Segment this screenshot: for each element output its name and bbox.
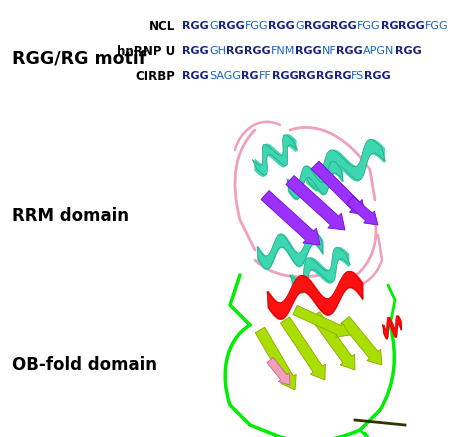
Polygon shape [267,357,290,385]
Polygon shape [287,161,343,199]
Text: RGG: RGG [365,72,391,81]
Text: RGG: RGG [182,21,209,31]
Text: RGG: RGG [182,72,209,81]
Text: RGG: RGG [244,46,271,56]
Polygon shape [252,135,298,175]
Text: FGG: FGG [245,21,268,31]
Text: APGN: APGN [363,46,395,56]
Polygon shape [293,305,350,337]
Text: GH: GH [209,46,226,56]
Polygon shape [267,271,363,319]
Polygon shape [290,247,350,292]
Polygon shape [346,196,378,225]
Text: RGG: RGG [268,21,295,31]
Text: RGG: RGG [398,21,425,31]
Polygon shape [255,327,296,390]
Text: NCL: NCL [149,20,175,33]
Polygon shape [261,191,320,245]
Text: FS: FS [351,72,365,81]
Text: FGG: FGG [425,21,449,31]
Text: FGG: FGG [357,21,381,31]
Text: SAGG: SAGG [209,72,241,81]
Polygon shape [310,312,355,370]
Text: RGG: RGG [337,46,363,56]
Text: RG: RG [316,72,334,81]
Text: hnRNP U: hnRNP U [117,45,175,58]
Polygon shape [341,316,382,365]
Text: FF: FF [259,72,272,81]
Text: CIRBP: CIRBP [136,70,175,83]
Text: FNM: FNM [271,46,295,56]
Text: RG: RG [226,46,244,56]
Polygon shape [281,317,325,380]
Text: NF: NF [322,46,337,56]
Polygon shape [311,161,365,215]
Text: RGG/RG motif: RGG/RG motif [12,50,146,68]
Text: RGG: RGG [330,21,357,31]
Text: RGG: RGG [304,21,330,31]
Polygon shape [257,231,323,269]
Text: RRM domain: RRM domain [12,207,129,225]
Text: RGG: RGG [218,21,245,31]
Text: G: G [209,21,218,31]
Polygon shape [305,139,385,191]
Polygon shape [286,176,345,230]
Polygon shape [383,316,401,338]
Text: RG: RG [241,72,259,81]
Text: OB-fold domain: OB-fold domain [12,356,157,374]
Text: RGG: RGG [182,46,209,56]
Text: RGG: RGG [395,46,421,56]
Text: G: G [295,21,304,31]
Text: RGG: RGG [272,72,298,81]
Text: RG: RG [381,21,398,31]
Text: RG: RG [298,72,316,81]
Text: RG: RG [334,72,351,81]
Text: RGG: RGG [295,46,322,56]
